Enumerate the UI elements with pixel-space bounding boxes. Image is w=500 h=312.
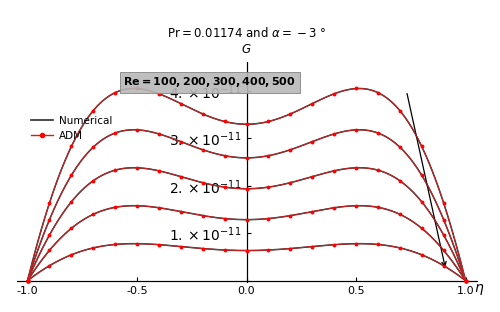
Text: $G$: $G$ <box>242 43 252 56</box>
Text: $\eta$: $\eta$ <box>474 282 484 297</box>
Text: $\mathbf{Re = 100, 200, 300, 400, 500}$: $\mathbf{Re = 100, 200, 300, 400, 500}$ <box>124 75 296 89</box>
Text: $\mathrm{Pr = 0.01174\ and\ }\alpha = -3\ °$: $\mathrm{Pr = 0.01174\ and\ }\alpha = -3… <box>167 26 326 40</box>
Legend: Numerical, ADM: Numerical, ADM <box>26 112 116 145</box>
